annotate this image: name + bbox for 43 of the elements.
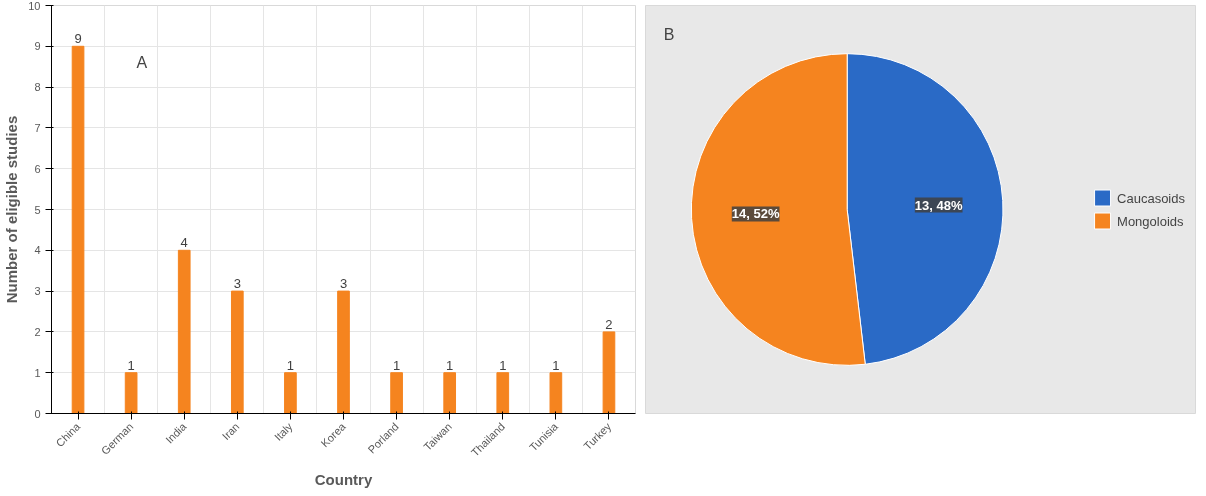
data-label: 1	[392, 357, 401, 373]
legend-label: Caucasoids	[1117, 190, 1185, 205]
data-label: 1	[127, 357, 135, 373]
y-tick-label: 8	[34, 81, 41, 94]
bar	[337, 290, 350, 414]
y-tick-label: 1	[34, 366, 41, 379]
y-tick-label: 5	[34, 203, 41, 216]
text: B	[663, 26, 675, 44]
bar	[124, 372, 138, 414]
bar	[284, 372, 297, 414]
data-label: 1	[446, 357, 454, 373]
bar	[549, 372, 563, 414]
data-label: 3	[233, 276, 241, 292]
y-tick-label: 6	[34, 162, 41, 175]
data-label: 1	[552, 357, 560, 373]
y-tick-label: 10	[28, 0, 41, 12]
bar	[71, 45, 85, 414]
x-tick-label: Iran	[219, 420, 242, 443]
y-tick-label: 7	[34, 121, 41, 134]
data-label: 4	[180, 235, 188, 251]
bar	[496, 372, 510, 414]
data-label: 13, 48%	[914, 197, 963, 213]
y-axis-title: Number of eligible studies	[3, 115, 21, 304]
data-label: 1	[499, 357, 507, 373]
data-label: 9	[74, 31, 82, 47]
y-tick-label: 2	[34, 325, 41, 338]
annotation: A	[136, 53, 148, 71]
y-tick-label: 0	[34, 407, 41, 420]
bar	[230, 290, 244, 414]
y-tick-label: 4	[34, 244, 41, 257]
y-tick-label: 9	[34, 40, 41, 53]
bar	[602, 331, 616, 414]
x-tick-label: Italy	[271, 419, 296, 444]
data-label: 1	[286, 357, 295, 373]
x-axis-title: Country	[314, 470, 373, 488]
legend-label: Mongoloids	[1117, 213, 1184, 228]
data-label: 3	[339, 276, 348, 292]
bar	[390, 372, 403, 414]
bar	[443, 372, 457, 414]
data-label: 14, 52%	[731, 206, 780, 222]
data-label: 2	[605, 316, 613, 332]
bar	[177, 249, 191, 414]
y-tick-label: 3	[34, 285, 41, 298]
